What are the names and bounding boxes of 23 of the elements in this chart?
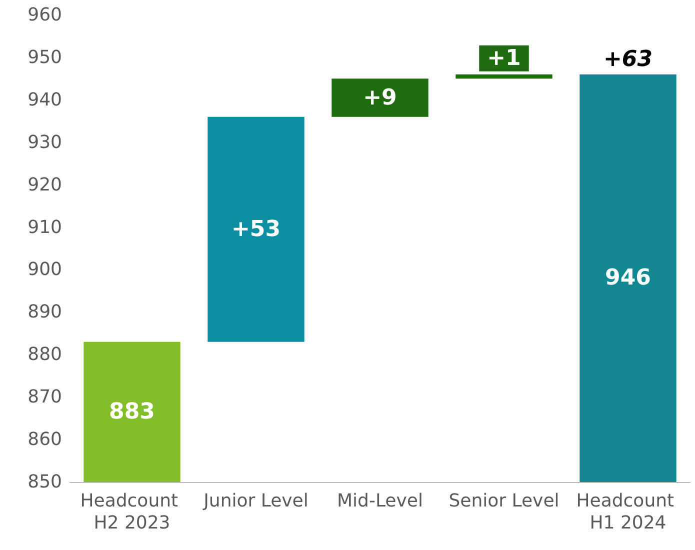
x-tick-label: Headcount H2 2023: [80, 490, 184, 534]
data-label: 883: [109, 399, 155, 424]
y-tick-label: 940: [28, 89, 62, 110]
data-label: +9: [363, 85, 397, 110]
y-tick-label: 910: [28, 216, 62, 238]
x-tick-label: Mid-Level: [337, 490, 423, 512]
y-tick-label: 870: [28, 386, 62, 408]
annotation: +63: [603, 46, 653, 72]
data-label: +1: [487, 46, 521, 71]
y-tick-label: 900: [28, 259, 62, 280]
y-tick-label: 860: [28, 429, 62, 450]
y-tick-label: 950: [28, 46, 62, 68]
y-tick-label: 920: [28, 174, 62, 196]
y-tick-label: 960: [28, 4, 62, 26]
y-tick-label: 890: [28, 302, 62, 323]
y-tick-label: 850: [28, 472, 62, 492]
data-label: +53: [231, 216, 281, 242]
x-tick-label: Headcount H1 2024: [576, 490, 680, 534]
x-tick-label: Junior Level: [202, 490, 308, 512]
y-tick-label: 930: [28, 132, 62, 153]
data-label: 946: [605, 266, 651, 291]
x-tick-label: Senior Level: [448, 490, 560, 512]
y-tick-label: 880: [28, 344, 62, 366]
